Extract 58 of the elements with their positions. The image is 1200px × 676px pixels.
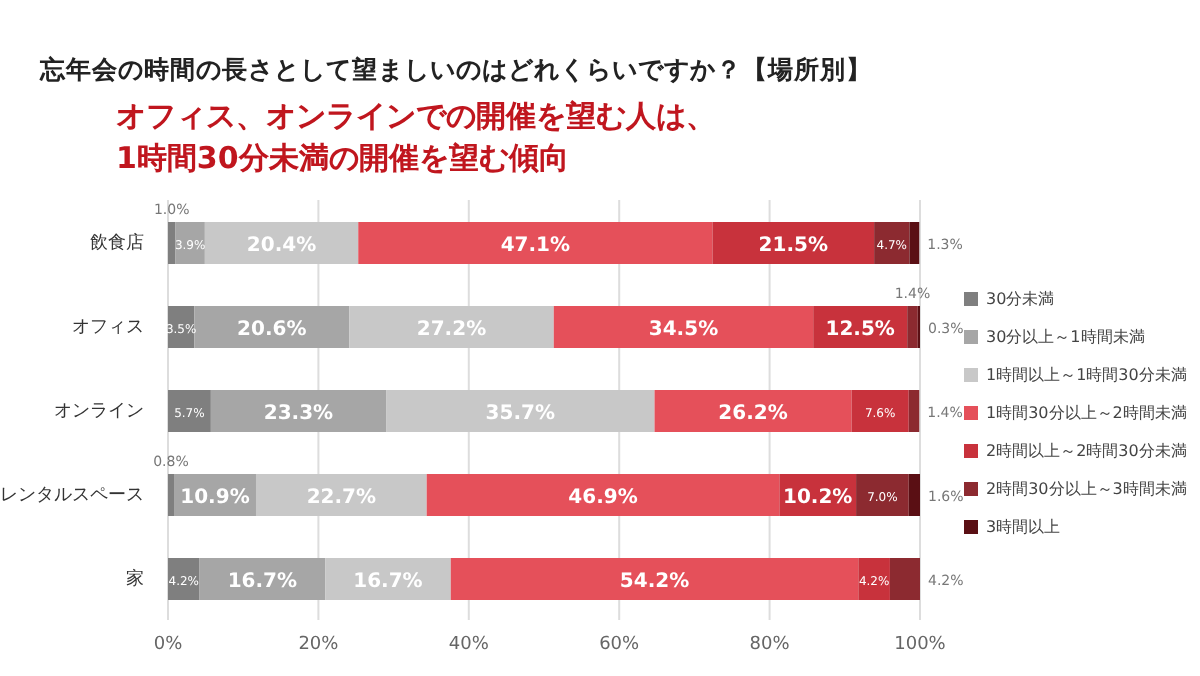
data-label: 26.2% [718,403,788,425]
data-label: 12.5% [825,319,895,341]
bar [908,390,920,432]
data-label: 54.2% [619,571,690,593]
legend-label: 30分以上～1時間未満 [986,326,1145,348]
bar [358,222,713,264]
y-tick-label: オフィス [72,318,144,339]
bar [168,558,200,600]
bar [168,222,176,264]
legend-label: 3時間以上 [986,516,1061,538]
y-tick-label: 家 [126,568,144,591]
bar [450,558,859,600]
data-label: 23.3% [263,403,334,425]
legend-label: 30分未満 [986,288,1055,310]
legend-label: 1時間以上～1時間30分未満 [986,364,1187,386]
y-tick-label: レンタルスペース [0,486,144,507]
bar [386,390,655,432]
data-label: 16.7% [227,571,298,593]
x-tick-label: 20% [298,634,340,655]
data-label: 10.2% [783,487,853,509]
data-label: 47.1% [500,235,571,257]
x-tick-label: 80% [749,634,791,655]
x-tick-label: 60% [599,634,641,655]
bar [654,390,852,432]
bar [168,474,175,516]
chart-subtitle: オフィス、オンラインでの開催を望む人は、 1時間30分未満の開催を望む傾向 [116,96,716,180]
x-tick-label: 40% [448,634,490,655]
bar [908,474,920,516]
x-tick-label: 100% [894,634,947,655]
x-tick-label: 0% [153,634,184,655]
bar [909,222,920,264]
legend-label: 1時間30分以上～2時間未満 [986,402,1187,424]
bar [553,306,814,348]
bar [874,222,910,264]
bar [204,222,359,264]
y-tick-label: 飲食店 [90,232,144,255]
bar [255,474,427,516]
data-label: 20.6% [237,319,307,341]
legend-label: 2時間以上～2時間30分未満 [986,440,1187,462]
bar [194,306,350,348]
bar [325,558,451,600]
bar [349,306,554,348]
bar [907,306,918,348]
bar [210,390,387,432]
bar [712,222,875,264]
bar [168,390,211,432]
bar [851,390,909,432]
data-label: 46.9% [568,487,638,509]
bar [858,558,890,600]
bar [856,474,909,516]
data-label: 10.9% [180,487,250,509]
bar [426,474,780,516]
data-label: 34.5% [648,319,719,341]
chart-title: 忘年会の時間の長さとして望ましいのはどれくらいですか？【場所別】 [40,54,872,88]
legend-label: 2時間30分以上～3時間未満 [986,478,1187,500]
y-tick-label: オンライン [54,402,144,423]
data-label: 21.5% [758,235,828,257]
bar [889,558,920,600]
